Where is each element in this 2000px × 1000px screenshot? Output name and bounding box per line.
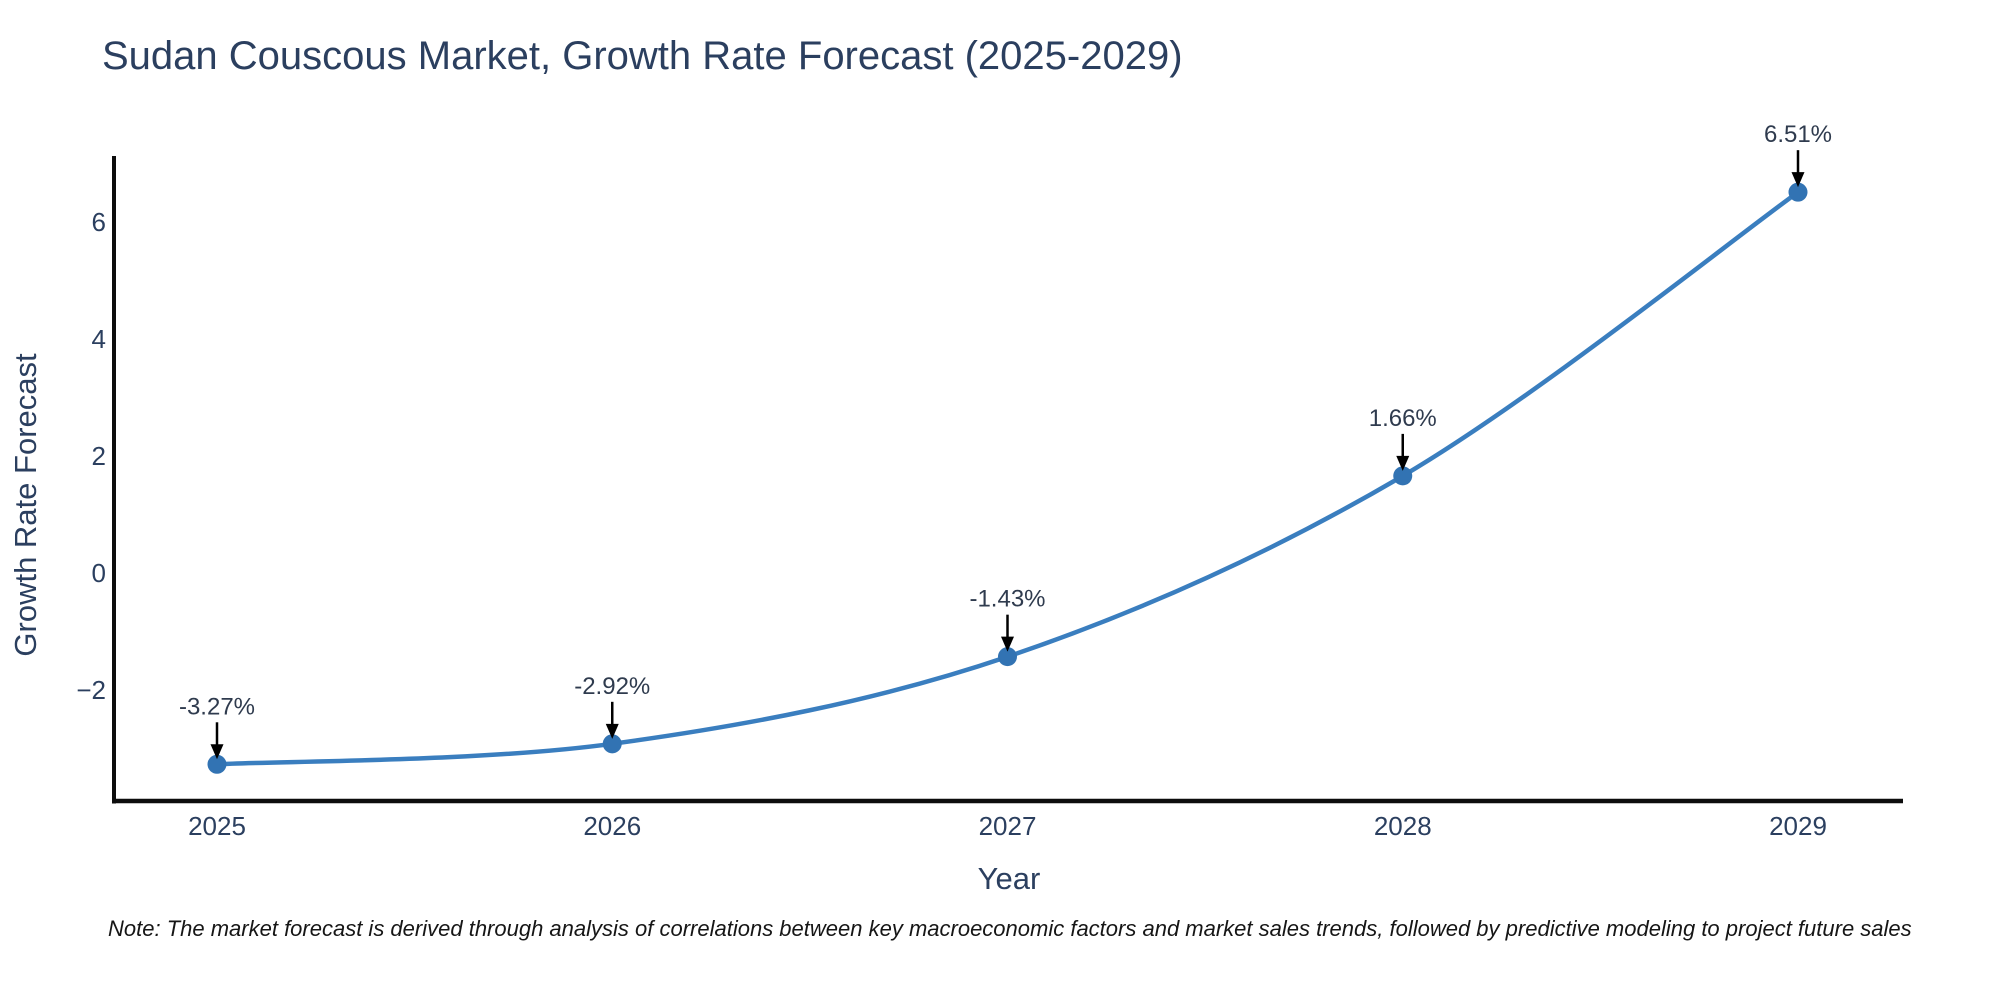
chart-title: Sudan Couscous Market, Growth Rate Forec… [102,34,1183,78]
data-point-marker [1788,182,1808,202]
x-tick-label: 2029 [1769,811,1827,841]
x-tick-label: 2028 [1374,811,1432,841]
data-point-marker [602,734,622,754]
point-annotation: 1.66% [1369,405,1437,432]
annotation-arrowhead [210,744,224,760]
annotation-arrowhead [1396,455,1410,471]
point-annotation: -3.27% [179,693,255,720]
y-tick-label: 4 [92,324,106,354]
annotation-arrowhead [1001,636,1014,652]
y-axis-title: Growth Rate Forecast [8,353,43,657]
footnote: Note: The market forecast is derived thr… [108,916,1912,941]
y-tick-label: 6 [92,207,106,237]
data-point-marker [1393,466,1413,486]
point-annotation: 6.51% [1764,121,1832,148]
point-annotation: -2.92% [574,673,650,700]
y-tick-label: 0 [92,558,106,588]
y-tick-label: 2 [92,441,106,471]
x-tick-label: 2027 [979,811,1037,841]
annotation-arrowhead [1791,172,1805,188]
x-tick-label: 2025 [188,811,246,841]
annotation-arrowhead [605,723,619,739]
data-point-marker [207,754,227,774]
y-tick-label: −2 [76,675,106,705]
point-annotation: -1.43% [969,586,1045,613]
x-axis-title: Year [978,861,1041,896]
data-point-marker [998,647,1017,667]
x-tick-label: 2026 [583,811,641,841]
series-line [214,189,1801,767]
